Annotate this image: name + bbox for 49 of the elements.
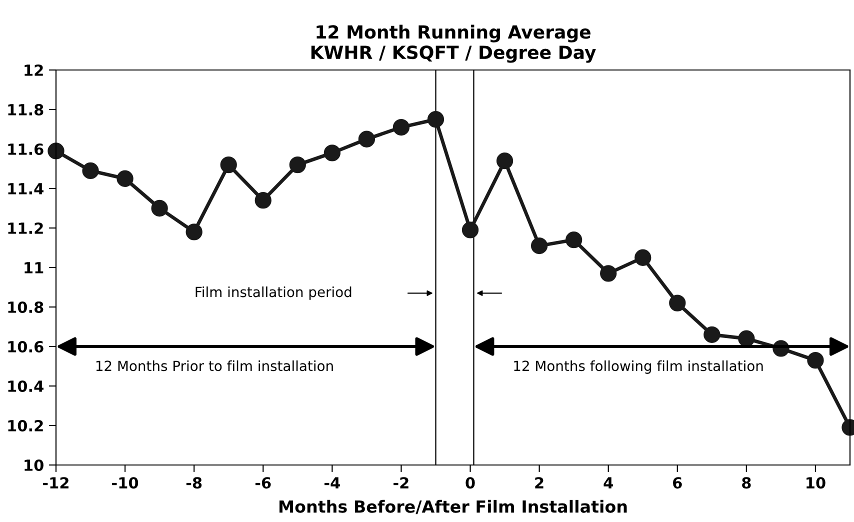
point (289, 156, 306, 174)
x-tick-label: -6 (255, 477, 271, 489)
point (565, 232, 582, 248)
x-tick-label: -4 (324, 477, 340, 488)
point (462, 222, 479, 238)
x-tick-label: 4 (604, 477, 613, 488)
y-tick-label: 10 (24, 459, 44, 472)
point (186, 224, 202, 240)
y-tick-label: 10.2 (8, 420, 43, 432)
x-tick-label: -2 (394, 477, 408, 488)
point (116, 170, 134, 187)
y-tick-label: 10.6 (8, 340, 44, 353)
x-tick-label: 8 (742, 477, 751, 489)
y-tick-label: 11.8 (8, 104, 44, 116)
y-tick-label: 11.2 (8, 222, 43, 234)
x-tick-label: 6 (673, 477, 682, 489)
point (48, 142, 64, 160)
x-tick-label: 2 (535, 477, 544, 488)
point (807, 352, 824, 369)
x-tick-label: -8 (186, 477, 202, 489)
point (669, 294, 686, 312)
point (634, 249, 652, 266)
x-tick-label: 0 (466, 477, 475, 489)
y-tick-label: 10.4 (8, 380, 44, 392)
point (82, 162, 99, 180)
point (392, 118, 410, 136)
point (600, 265, 617, 282)
x-tick-label: 10 (806, 477, 826, 489)
x-axis-title: Months Before/After Film Installation (280, 500, 627, 514)
y-tick-label: 11.4 (8, 183, 44, 194)
point (220, 156, 237, 174)
point (704, 326, 720, 343)
x-tick-label: -12 (43, 477, 68, 488)
y-tick-label: 12 (24, 64, 43, 76)
annotation: Film installation period (196, 286, 352, 300)
point (254, 192, 272, 209)
chart-title: 12 Month Running Average KWHR / KSQFT / Degree Day (311, 24, 596, 63)
point (530, 237, 548, 254)
y-tick-label: 11 (24, 262, 44, 274)
x-tick-label: -10 (112, 477, 138, 489)
point (496, 152, 514, 170)
point (738, 330, 755, 347)
point (358, 130, 376, 148)
y-tick-label: 10.8 (8, 301, 44, 314)
annotation: 12 Months following film installation (514, 360, 763, 374)
point (324, 144, 341, 162)
point (151, 200, 168, 217)
annotation: 12 Months Prior to film installation (96, 360, 333, 372)
y-tick-label: 11.6 (8, 143, 44, 156)
